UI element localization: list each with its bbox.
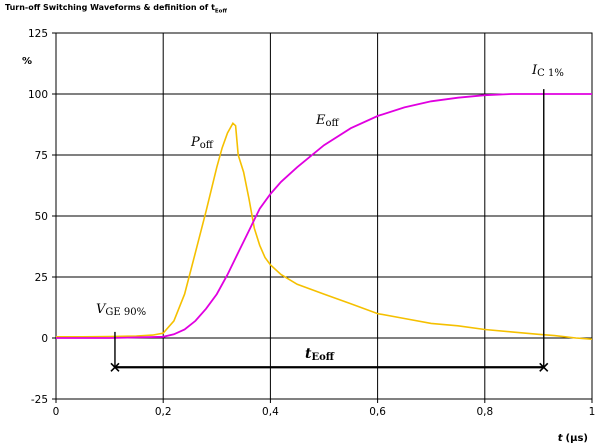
y-tick-label: 0 [41, 333, 48, 345]
x-tick-label: 0 [53, 406, 60, 418]
eoff-series-line [56, 93, 592, 339]
x-axis-label: t (µs) [558, 433, 588, 444]
y-tick-label: 25 [35, 272, 48, 284]
ic-1pct-label: IC 1% [531, 63, 564, 79]
poff-label: Poff [190, 135, 214, 151]
y-tick-labels: -25 0 25 50 75 100 125 [28, 28, 48, 406]
y-tick-label: 50 [35, 211, 48, 223]
x-tick-labels: 0 0,2 0,4 0,6 0,8 1 [53, 406, 596, 418]
x-tick-label: 0,4 [262, 406, 279, 418]
y-axis-label: % [22, 56, 32, 67]
grid-lines [52, 32, 593, 403]
x-tick-label: 1 [589, 406, 596, 418]
teoff-label: tEoff [305, 346, 335, 363]
y-tick-label: 75 [35, 150, 48, 162]
teoff-arrow [110, 89, 549, 372]
y-tick-label: -25 [31, 394, 48, 406]
eoff-label: Eoff [315, 113, 340, 129]
poff-series-line [56, 122, 593, 340]
chart-title: Turn-off Switching Waveforms & definitio… [5, 3, 227, 15]
x-tick-label: 0,2 [155, 406, 172, 418]
x-tick-label: 0,6 [369, 406, 386, 418]
x-tick-label: 0,8 [476, 406, 493, 418]
vge-90pct-label: VGE 90% [96, 302, 146, 318]
y-tick-label: 125 [28, 28, 48, 40]
y-tick-label: 100 [28, 89, 48, 101]
